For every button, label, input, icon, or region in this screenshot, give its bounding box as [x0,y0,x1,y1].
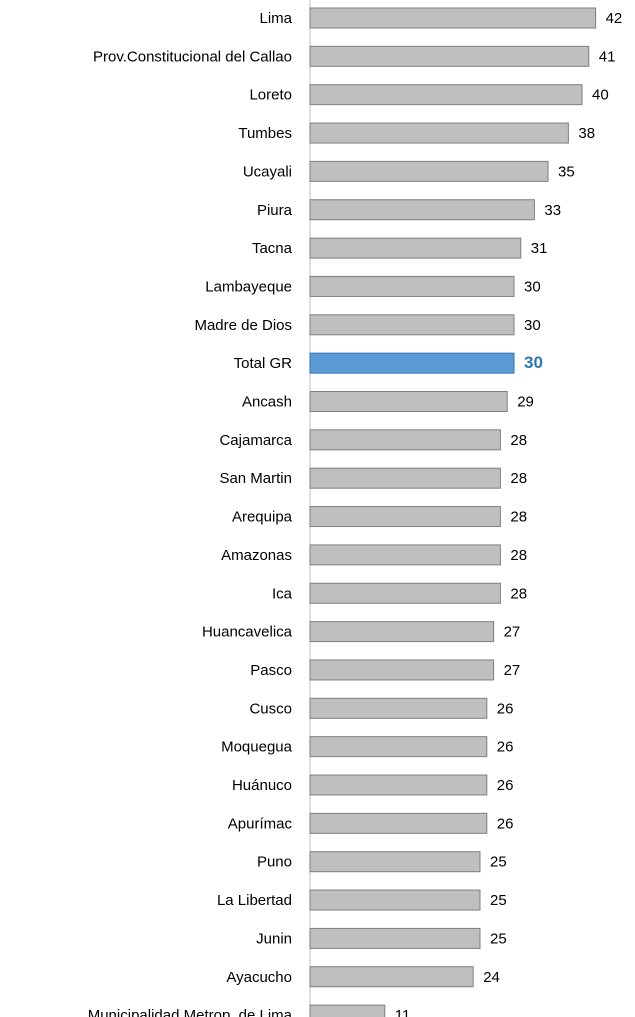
category-label-apurimac: Apurímac [228,815,293,832]
category-label-junin: Junin [256,930,292,947]
category-label-huancavelica: Huancavelica [202,624,293,641]
category-label-puno: Puno [257,854,292,871]
value-label-ucayali: 35 [558,163,575,180]
category-label-piura: Piura [257,202,293,219]
value-label-san-martin: 28 [510,470,527,487]
value-label-moquegua: 26 [497,739,514,756]
value-label-la-libertad: 25 [490,892,507,909]
category-label-pasco: Pasco [250,662,292,679]
category-label-prov-constitucional-del-callao: Prov.Constitucional del Callao [93,48,292,65]
bar-total-gr [309,352,515,374]
bar-ayacucho [309,966,474,988]
value-label-pasco: 27 [504,662,521,679]
category-label-loreto: Loreto [249,87,292,104]
category-label-cajamarca: Cajamarca [219,432,292,449]
value-label-amazonas: 28 [510,547,527,564]
category-label-municipalidad-metrop-de-lima: Municipalidad Metrop. de Lima [88,1007,293,1017]
value-label-cusco: 26 [497,700,514,717]
category-label-ica: Ica [272,585,293,602]
bar-puno [309,851,481,873]
category-label-total-gr: Total GR [234,355,293,372]
bar-cusco [309,697,488,719]
value-label-ayacucho: 24 [483,969,500,986]
category-label-cusco: Cusco [249,700,292,717]
bar-piura [309,199,535,221]
category-label-tumbes: Tumbes [238,125,292,142]
category-label-ucayali: Ucayali [243,163,292,180]
category-label-tacna: Tacna [252,240,293,257]
category-label-amazonas: Amazonas [221,547,292,564]
bar-loreto [309,84,583,106]
value-label-huanuco: 26 [497,777,514,794]
category-label-huanuco: Huánuco [232,777,292,794]
category-label-lambayeque: Lambayeque [205,278,292,295]
chart-marks: Lima 42 Prov.Constitucional del Callao 41 Lo… [88,7,623,1017]
bar-pasco [309,659,495,681]
bar-tacna [309,237,522,259]
value-label-loreto: 40 [592,87,609,104]
value-label-municipalidad-metrop-de-lima: 11 [395,1007,411,1017]
bar-la-libertad [309,889,481,911]
value-label-tacna: 31 [531,240,548,257]
category-label-madre-de-dios: Madre de Dios [194,317,292,334]
value-label-prov-constitucional-del-callao: 41 [599,48,616,65]
bar-apurimac [309,812,488,834]
bar-prov-constitucional-del-callao [309,45,590,67]
bar-ica [309,582,501,604]
bar-ancash [309,391,508,412]
bar-tumbes [309,122,569,144]
category-label-ancash: Ancash [242,394,292,411]
category-label-la-libertad: La Libertad [217,892,292,909]
bar-huanuco [309,774,488,796]
value-label-apurimac: 26 [497,815,514,832]
value-label-arequipa: 28 [510,509,527,526]
value-label-lima: 42 [606,10,623,27]
value-label-piura: 33 [544,202,561,219]
bar-amazonas [309,544,501,566]
bar-arequipa [309,506,501,528]
bar-municipalidad-metrop-de-lima [309,1004,386,1017]
value-label-puno: 25 [490,854,507,871]
bar-ucayali [309,160,549,182]
category-label-moquegua: Moquegua [221,739,293,756]
value-label-huancavelica: 27 [504,624,521,641]
value-label-ancash: 29 [517,394,534,411]
category-label-ayacucho: Ayacucho [226,969,292,986]
bar-madre-de-dios [309,314,515,336]
category-label-lima: Lima [259,10,292,27]
value-label-ica: 28 [510,585,527,602]
category-label-arequipa: Arequipa [232,509,293,526]
value-label-tumbes: 38 [578,125,595,142]
bar-lima [309,7,597,29]
value-label-madre-de-dios: 30 [524,317,541,334]
value-label-total-gr: 30 [524,353,543,372]
bar-san-martin [309,467,501,489]
bar-moquegua [309,736,488,758]
value-label-lambayeque: 30 [524,278,541,295]
bar-lambayeque [309,275,515,297]
bar-huancavelica [309,621,495,643]
bar-junin [309,927,481,949]
value-label-cajamarca: 28 [510,432,527,449]
category-label-san-martin: San Martin [219,470,292,487]
bar-cajamarca [309,429,501,451]
value-label-junin: 25 [490,930,507,947]
